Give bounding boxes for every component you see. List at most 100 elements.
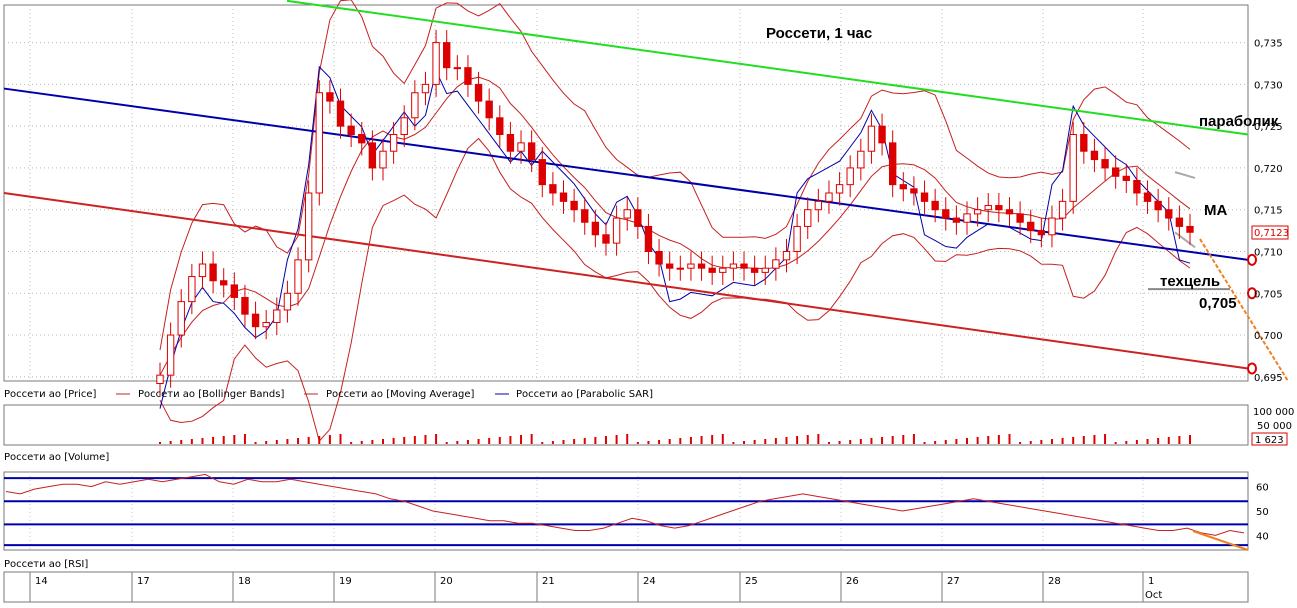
candle-body [1027,221,1035,232]
ma-pointer-line [1174,171,1196,179]
month-label: Oct [1145,590,1162,601]
candle-body [1016,213,1024,223]
date-axis-frame [3,571,1249,603]
day-tick-label: 24 [643,576,656,587]
candle-body [581,209,589,223]
candle-body [379,150,387,169]
candle-body [262,322,270,328]
day-tick-label: 28 [1048,576,1061,587]
annotation-target: техцель [1160,273,1220,290]
candle-body [740,263,748,269]
candle-body [188,276,196,303]
candle-body [973,209,982,215]
candle-body [655,250,663,265]
candle-body [209,263,217,282]
candle-body [1058,200,1067,219]
candle-body [251,313,260,328]
candle-body [559,192,568,202]
price-tick-label: 0,710 [1254,247,1283,258]
candle-body [549,184,557,194]
candle-body [931,200,939,211]
day-tick-label: 21 [542,576,555,587]
day-tick-label: 19 [339,576,352,587]
price-tick-label: 0,730 [1254,80,1283,91]
candle-body [294,259,302,294]
candle-body [899,184,907,190]
candle-body [166,334,175,376]
candle-body [230,284,239,298]
candle-body [612,217,621,244]
candle-body [368,142,377,169]
volume-layer [159,434,1191,444]
candle-body [888,142,897,186]
candle-body [1122,175,1130,181]
price-tick-label: 0,735 [1254,39,1283,50]
candle-body [761,267,769,273]
candle-body [474,83,483,102]
red-line-end-marker [1247,362,1257,375]
annotation-parabolic: параболик [1199,113,1279,130]
last-price-badge [1251,225,1289,240]
volume-pane-frame [3,404,1249,446]
candle-body [358,134,366,144]
candle-body [538,159,546,186]
volume-last-value: 1 623 [1255,435,1284,446]
blue-pointer-line [1174,231,1196,249]
day-tick-label: 26 [846,576,859,587]
forecast-arrow-line [1199,238,1289,382]
candle-body [846,167,854,186]
candle-body [570,200,578,211]
candle-layer [156,30,1194,397]
day-tick-label: 18 [238,576,251,587]
candle-body [910,188,918,194]
candle-body [1133,179,1141,194]
bollinger-upper-line [159,0,1191,351]
candle-body [772,259,780,269]
legend-price: Россети ао [Price] [4,389,97,400]
legend-ma: Россети ао [Moving Average] [326,389,474,400]
candle-body [464,67,472,85]
candle-body [825,192,833,202]
candle-body [326,92,334,102]
candle-body [156,374,164,385]
price-tick-label: 0,725 [1254,122,1283,133]
candle-body [1101,159,1109,169]
grid-layer [4,5,1248,550]
candle-body [1111,167,1120,177]
candle-body [1090,150,1099,161]
candle-body [729,263,738,269]
axis-layer: 0,695 0,700 0,705 0,710 0,715 0,720 0,725 0,730… [29,39,1283,602]
day-tick-label: 27 [947,576,960,587]
candle-body [942,209,950,219]
candle-body [984,205,992,211]
candle-body [1175,217,1184,227]
candle-body [591,221,600,236]
price-tick-label: 0,715 [1254,206,1283,217]
last-price-label: 0,7123 [1254,228,1289,239]
candle-body [443,42,451,69]
rsi-line [5,473,1245,536]
candle-body [719,267,727,273]
candle-body [177,301,185,336]
candle-body [220,280,228,286]
candle-body [963,213,971,223]
candle-body [198,263,207,278]
candle-body [878,125,886,144]
candle-body [453,67,462,70]
target-marker [1247,287,1257,300]
rsi-tick-label: 50 [1256,507,1269,518]
day-tick-label: 17 [137,576,150,587]
volume-pane-label: Россети ао [Volume] [4,452,109,463]
candle-body [835,184,844,194]
rsi-layer [4,473,1249,551]
candle-body [241,296,249,315]
price-tick-label: 0,720 [1254,164,1283,175]
blue-line-end-marker [1247,253,1257,266]
red-support-line [3,192,1249,370]
candle-body [1143,192,1152,202]
chart-title: Россети, 1 час [766,25,872,42]
candle-body [400,117,408,136]
candle-body [315,92,323,194]
candle-body [697,263,706,269]
